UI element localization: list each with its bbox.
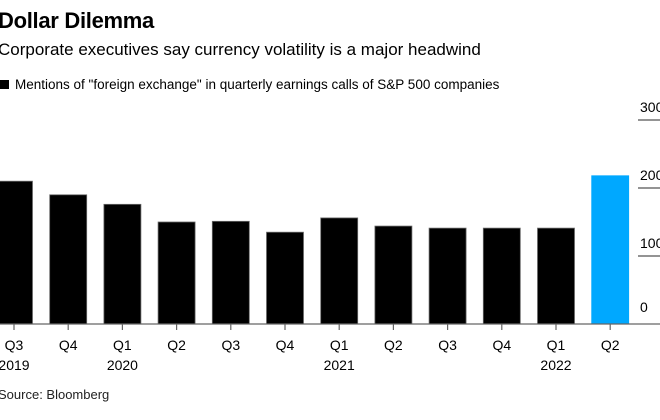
legend: Mentions of "foreign exchange" in quarte… bbox=[0, 77, 499, 92]
bar-q3-2021 bbox=[428, 227, 467, 325]
x-tick-label-quarter: Q2 bbox=[384, 337, 403, 353]
source-note: Source: Bloomberg bbox=[0, 387, 110, 402]
x-tick-label-quarter: Q4 bbox=[59, 337, 78, 353]
legend-label: Mentions of "foreign exchange" in quarte… bbox=[15, 77, 500, 92]
x-tick-label-year: 2021 bbox=[324, 357, 355, 373]
bar-q1-2021 bbox=[320, 217, 359, 325]
x-tick-label-quarter: Q1 bbox=[547, 337, 566, 353]
x-tick-label-year: 2022 bbox=[540, 357, 571, 373]
chart-title: Dollar Dilemma bbox=[0, 8, 154, 33]
x-tick-label-quarter: Q2 bbox=[601, 337, 620, 353]
x-tick-label-quarter: Q3 bbox=[438, 337, 457, 353]
bar-q2-2020 bbox=[157, 221, 196, 325]
bar-q1-2020 bbox=[103, 203, 142, 325]
legend-swatch bbox=[0, 80, 9, 89]
x-tick-label-quarter: Q3 bbox=[221, 337, 240, 353]
bar-q3-2019 bbox=[0, 180, 33, 325]
chart-subtitle: Corporate executives say currency volati… bbox=[0, 40, 481, 59]
x-tick-label-quarter: Q4 bbox=[276, 337, 295, 353]
y-tick-label: 300 bbox=[640, 99, 660, 115]
bar-q4-2020 bbox=[266, 231, 304, 325]
x-tick-label-quarter: Q3 bbox=[5, 337, 24, 353]
bar-q2-2022 bbox=[591, 175, 630, 325]
bar-q4-2021 bbox=[482, 227, 521, 325]
bar-q4-2019 bbox=[49, 194, 88, 325]
x-tick-label-year: 2020 bbox=[107, 357, 138, 373]
x-tick-label-quarter: Q4 bbox=[492, 337, 511, 353]
y-tick-label: 200 bbox=[640, 167, 660, 183]
bar-q1-2022 bbox=[537, 227, 575, 325]
bar-q2-2021 bbox=[374, 225, 413, 325]
bar-q3-2020 bbox=[211, 220, 250, 325]
x-tick-label-quarter: Q1 bbox=[113, 337, 132, 353]
x-tick-label-year: 2019 bbox=[0, 357, 30, 373]
y-tick-label: 0 bbox=[640, 299, 648, 315]
x-tick-label-quarter: Q2 bbox=[167, 337, 186, 353]
x-tick-label-quarter: Q1 bbox=[330, 337, 349, 353]
y-tick-label: 100 bbox=[640, 235, 660, 251]
